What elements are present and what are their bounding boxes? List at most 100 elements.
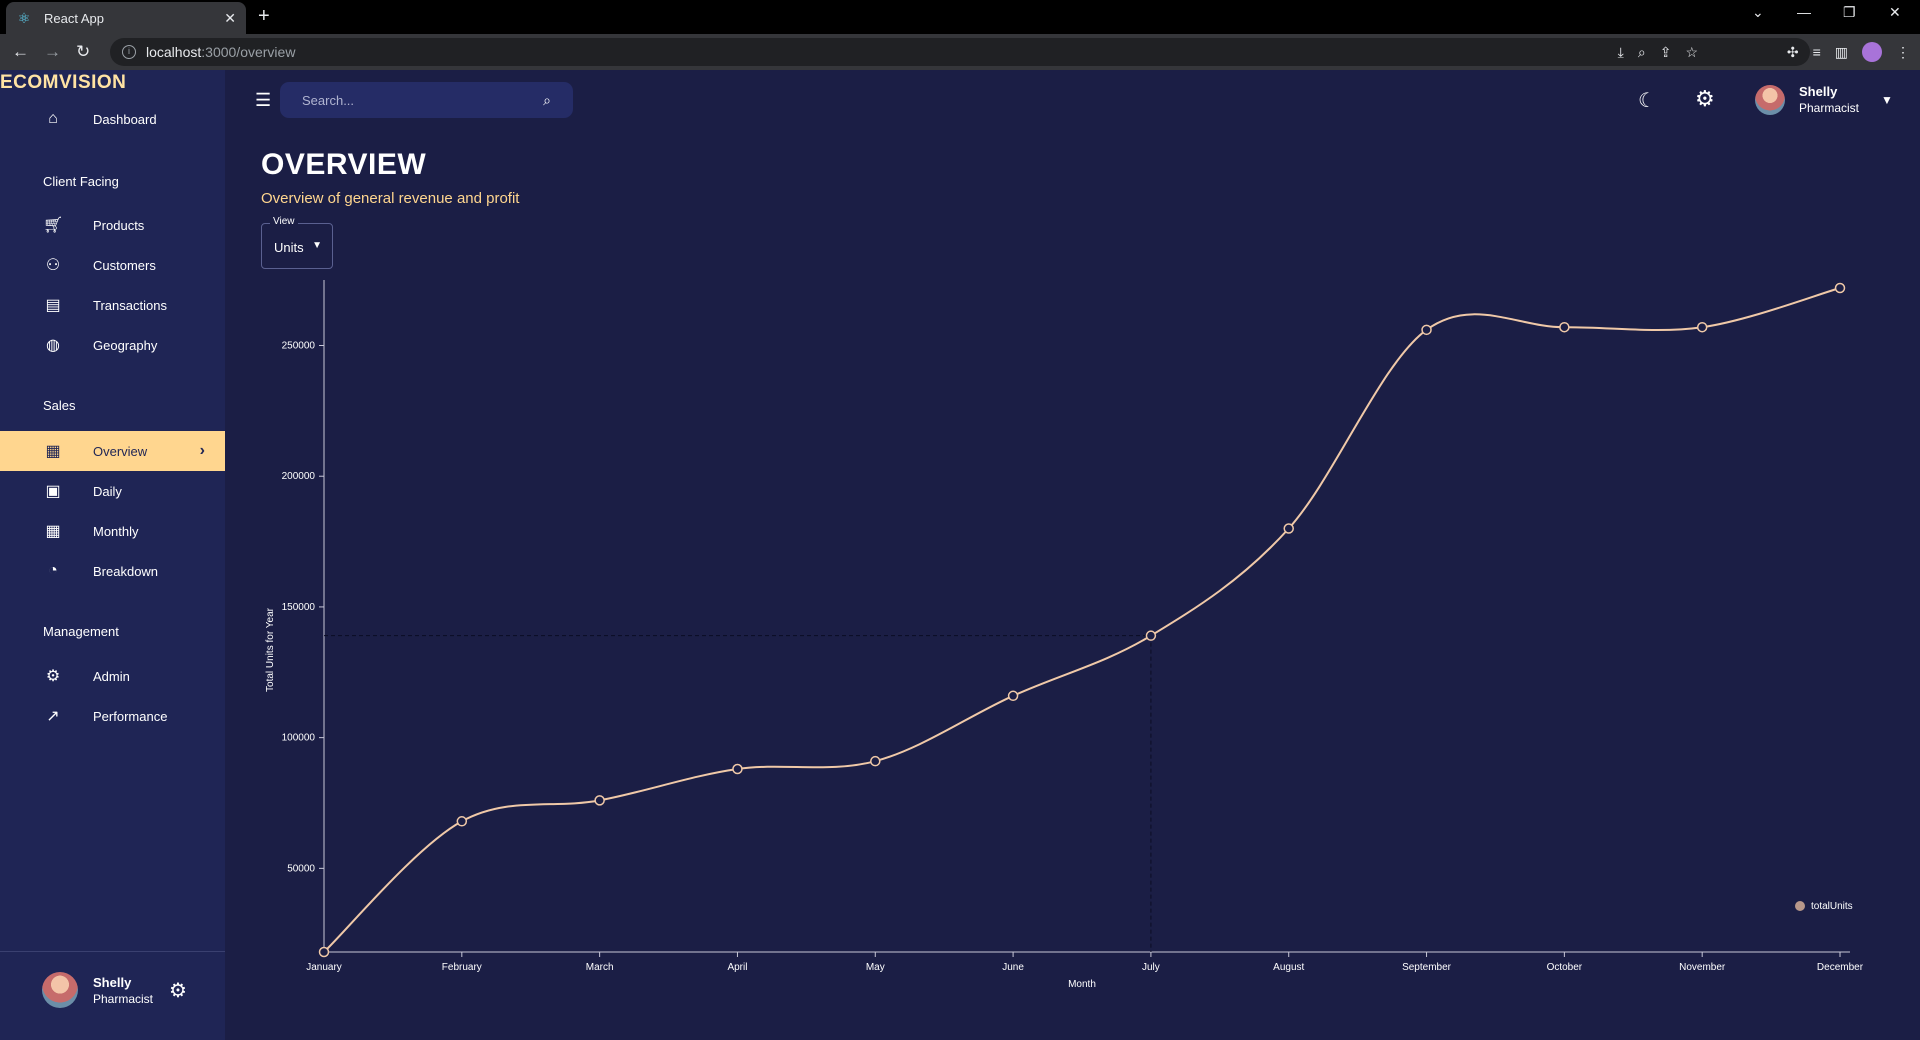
back-icon[interactable]: ← xyxy=(12,42,29,61)
home-icon: ⌂ xyxy=(48,110,58,127)
x-tick-label: April xyxy=(727,962,747,973)
sidebar-item-admin[interactable]: ⚙ Admin xyxy=(0,656,225,696)
search-icon[interactable]: ⌕ xyxy=(543,91,551,108)
sidebar-item-daily[interactable]: ▣ Daily xyxy=(0,471,225,511)
data-point[interactable] xyxy=(594,795,605,806)
groups-icon: ⚇ xyxy=(45,257,61,274)
minimize-icon[interactable]: — xyxy=(1797,4,1811,20)
user-menu-button[interactable]: Shelly Pharmacist ▼ xyxy=(1755,84,1893,115)
sidebar-item-breakdown[interactable]: ◔ Breakdown xyxy=(0,551,225,591)
search-box: ⌕ xyxy=(280,82,573,118)
avatar xyxy=(1755,84,1785,115)
data-point[interactable] xyxy=(318,946,330,958)
sidebar-item-label: Breakdown xyxy=(93,563,159,579)
receipt-icon: ▤ xyxy=(45,297,61,314)
data-point[interactable] xyxy=(1283,523,1294,534)
settings-gear-icon[interactable]: ⚙ xyxy=(169,979,187,1002)
zoom-icon[interactable]: ⌕ xyxy=(1637,44,1646,60)
window-close-icon[interactable]: ✕ xyxy=(1889,4,1901,20)
reading-list-icon[interactable]: ≡ xyxy=(1812,44,1821,60)
x-tick-label: November xyxy=(1679,962,1726,973)
sidebar-item-dashboard[interactable]: ⌂ Dashboard xyxy=(0,99,225,139)
y-tick-label: 250000 xyxy=(282,341,316,352)
sidebar-item-monthly[interactable]: ▦ Monthly xyxy=(0,511,225,551)
data-point[interactable] xyxy=(1145,630,1157,641)
sidebar-item-transactions[interactable]: ▤ Transactions xyxy=(0,285,225,325)
x-tick-label: October xyxy=(1547,962,1583,973)
data-point[interactable] xyxy=(1834,282,1846,294)
forward-icon[interactable]: → xyxy=(44,42,61,61)
pie-chart-icon: ◔ xyxy=(48,562,58,579)
side-panel-icon[interactable]: ▥ xyxy=(1834,43,1848,60)
calendar-month-icon: ▦ xyxy=(45,523,61,540)
extensions-icon[interactable]: ✣ xyxy=(1786,43,1799,60)
share-icon[interactable]: ⇪ xyxy=(1659,44,1672,60)
address-bar: ← → ↻ i localhost:3000/overview ⤓ ⌕ ⇪ ☆ … xyxy=(0,34,1920,70)
profile-avatar-icon[interactable] xyxy=(1862,42,1882,62)
x-tick-label: August xyxy=(1273,962,1304,973)
user-role: Pharmacist xyxy=(93,991,154,1006)
tab-search-icon[interactable]: ⌄ xyxy=(1752,4,1764,20)
sidebar-item-customers[interactable]: ⚇ Customers xyxy=(0,245,225,285)
data-point[interactable] xyxy=(1696,321,1708,333)
browser-tab[interactable]: ⚛ React App ✕ xyxy=(6,2,246,34)
sidebar-item-overview[interactable]: ▦ Overview › xyxy=(0,431,225,471)
chevron-right-icon: › xyxy=(199,442,205,459)
settings-gear-icon[interactable]: ⚙ xyxy=(1695,86,1715,111)
new-tab-icon[interactable]: + xyxy=(258,5,270,27)
series-line xyxy=(323,287,1841,953)
avatar xyxy=(42,972,78,1008)
point-of-sale-icon: ▦ xyxy=(45,443,61,460)
y-tick-label: 50000 xyxy=(287,863,315,874)
info-icon[interactable]: i xyxy=(122,45,136,59)
arrow-drop-down-icon: ▼ xyxy=(1881,92,1893,107)
sidebar-item-label: Customers xyxy=(93,257,156,273)
sidebar-item-performance[interactable]: ↗ Performance xyxy=(0,696,225,736)
view-select-label: View xyxy=(270,216,298,227)
x-tick-label: May xyxy=(866,962,885,973)
x-tick-label: February xyxy=(442,962,482,973)
x-tick-label: July xyxy=(1142,962,1160,973)
data-point[interactable] xyxy=(1421,324,1432,336)
sidebar-divider xyxy=(0,951,225,952)
x-tick-label: March xyxy=(586,962,614,973)
y-tick-label: 100000 xyxy=(282,733,316,744)
sidebar-user: Shelly Pharmacist ⚙ xyxy=(42,972,187,1008)
x-tick-label: September xyxy=(1402,962,1452,973)
sidebar-item-geography[interactable]: ◍ Geography xyxy=(0,325,225,365)
browser-menu-icon[interactable]: ⋮ xyxy=(1896,43,1910,60)
tab-close-icon[interactable]: ✕ xyxy=(224,9,236,26)
url-field[interactable]: i localhost:3000/overview ⤓ ⌕ ⇪ ☆ xyxy=(110,38,1810,66)
bookmark-star-icon[interactable]: ☆ xyxy=(1685,44,1698,60)
x-axis-title: Month xyxy=(1068,979,1096,990)
dark-mode-icon[interactable]: ☾ xyxy=(1638,90,1656,112)
sidebar-item-label: Dashboard xyxy=(93,111,157,127)
sidebar-item-label: Daily xyxy=(93,483,122,499)
section-sales: Sales xyxy=(43,398,76,413)
page-title: OVERVIEW xyxy=(261,148,427,181)
sidebar-item-products[interactable]: 🛒︎ Products xyxy=(0,205,225,245)
view-select[interactable]: View Units ▼ xyxy=(261,216,333,269)
page-subtitle: Overview of general revenue and profit xyxy=(261,190,520,207)
y-tick-label: 200000 xyxy=(282,471,316,482)
data-point[interactable] xyxy=(732,763,743,775)
data-point[interactable] xyxy=(870,755,881,767)
url-host: localhost xyxy=(146,44,202,60)
tab-title: React App xyxy=(44,10,104,26)
data-point[interactable] xyxy=(1007,690,1019,702)
globe-icon: ◍ xyxy=(46,337,60,354)
data-point[interactable] xyxy=(456,816,468,827)
arrow-drop-down-icon: ▼ xyxy=(312,240,322,251)
x-tick-label: June xyxy=(1002,962,1024,973)
legend-swatch xyxy=(1795,901,1805,911)
search-input[interactable] xyxy=(302,92,544,108)
view-select-value: Units xyxy=(274,240,304,255)
sidebar-item-label: Monthly xyxy=(93,523,139,539)
reload-icon[interactable]: ↻ xyxy=(76,42,91,61)
restore-icon[interactable]: ❐ xyxy=(1843,4,1856,20)
install-icon[interactable]: ⤓ xyxy=(1617,44,1624,60)
menu-toggle-icon[interactable]: ☰ xyxy=(255,90,272,110)
data-point[interactable] xyxy=(1559,321,1570,333)
y-tick-label: 150000 xyxy=(282,602,316,613)
x-tick-label: December xyxy=(1817,962,1864,973)
